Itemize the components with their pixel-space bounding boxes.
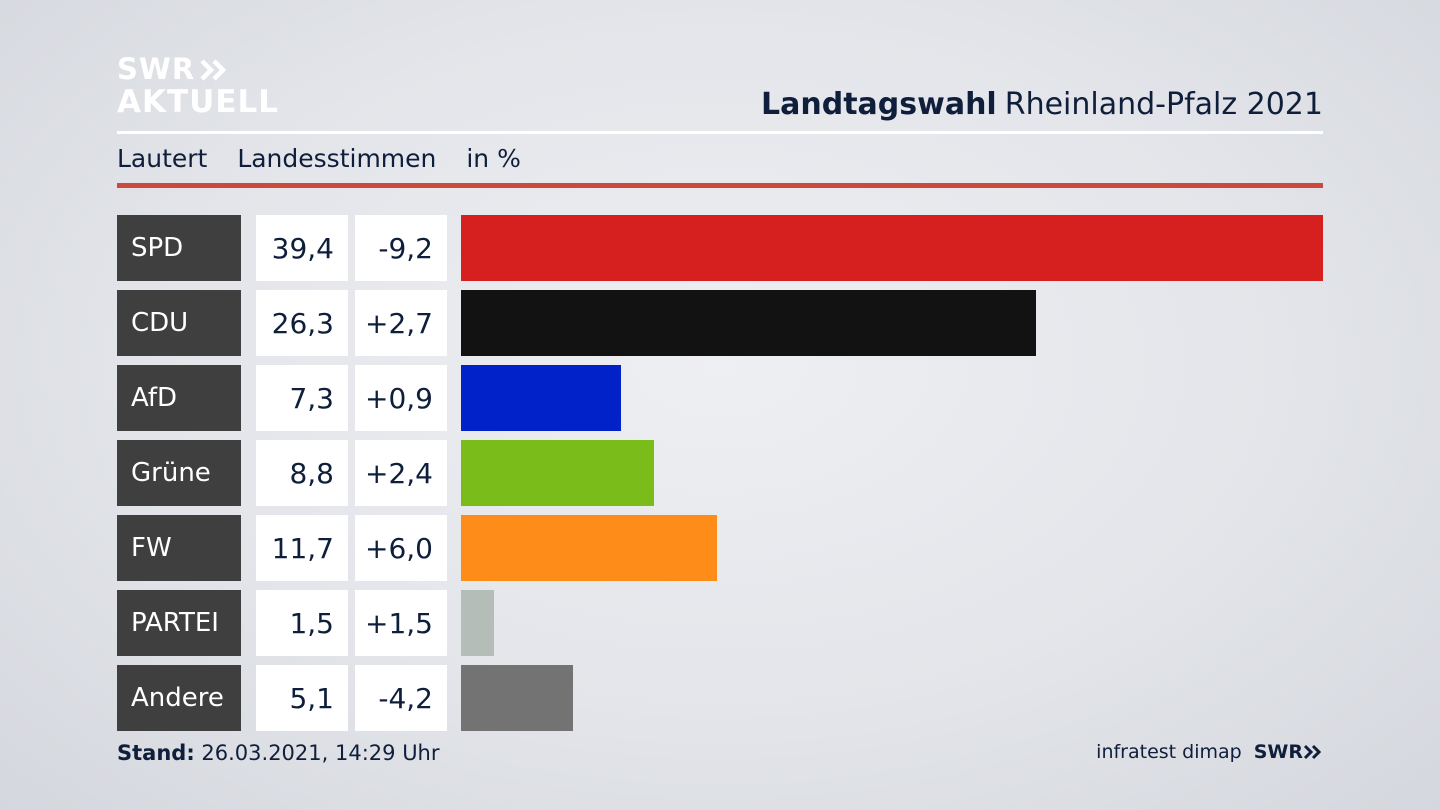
party-label: AfD	[117, 365, 241, 431]
bar	[461, 590, 494, 656]
subheader: Lautert Landesstimmen in %	[117, 144, 543, 173]
bar-track	[461, 215, 1323, 281]
bar	[461, 290, 1036, 356]
change-label: +2,4	[355, 440, 447, 506]
chart-row: AfD 7,3 +0,9	[117, 365, 1323, 431]
change-label: +0,9	[355, 365, 447, 431]
chart-row: FW 11,7 +6,0	[117, 515, 1323, 581]
bar-track	[461, 665, 1323, 731]
bar	[461, 515, 717, 581]
bar	[461, 215, 1323, 281]
vote-share-label: 26,3	[256, 290, 348, 356]
accent-divider	[117, 183, 1323, 188]
change-label: -4,2	[355, 665, 447, 731]
change-label: +1,5	[355, 590, 447, 656]
stand-label: Stand:	[117, 741, 195, 765]
logo-swr-text: SWR	[117, 52, 196, 86]
vote-type-label: Landesstimmen	[237, 144, 437, 173]
party-label: FW	[117, 515, 241, 581]
source-label: infratest dimap	[1096, 741, 1242, 763]
vote-share-label: 11,7	[256, 515, 348, 581]
unit-label: in %	[466, 144, 521, 173]
bar	[461, 440, 654, 506]
footer-swr-logo: SWR	[1254, 741, 1323, 763]
chart-row: SPD 39,4 -9,2	[117, 215, 1323, 281]
double-chevron-icon	[200, 58, 227, 81]
swr-aktuell-logo: SWR AKTUELL	[117, 55, 279, 118]
title-bold: Landtagswahl	[761, 87, 997, 122]
footer-swr-text: SWR	[1253, 741, 1303, 763]
vote-share-label: 5,1	[256, 665, 348, 731]
stand-value: 26.03.2021, 14:29 Uhr	[201, 741, 440, 765]
bar	[461, 365, 621, 431]
change-label: +6,0	[355, 515, 447, 581]
timestamp: Stand: 26.03.2021, 14:29 Uhr	[117, 741, 440, 765]
bar-track	[461, 365, 1323, 431]
party-label: SPD	[117, 215, 241, 281]
logo-aktuell-text: AKTUELL	[117, 84, 280, 120]
party-label: Andere	[117, 665, 241, 731]
double-chevron-icon	[1303, 744, 1322, 760]
chart-row: Grüne 8,8 +2,4	[117, 440, 1323, 506]
chart-row: Andere 5,1 -4,2	[117, 665, 1323, 731]
chart-row: PARTEI 1,5 +1,5	[117, 590, 1323, 656]
region-label: Lautert	[117, 144, 208, 173]
change-label: +2,7	[355, 290, 447, 356]
bar-track	[461, 290, 1323, 356]
source-credit: infratest dimap SWR	[1096, 741, 1323, 763]
party-label: PARTEI	[117, 590, 241, 656]
chart-row: CDU 26,3 +2,7	[117, 290, 1323, 356]
vote-share-label: 8,8	[256, 440, 348, 506]
page-title: Landtagswahl Rheinland-Pfalz 2021	[761, 87, 1323, 122]
vote-share-label: 39,4	[256, 215, 348, 281]
bar	[461, 665, 573, 731]
vote-share-label: 1,5	[256, 590, 348, 656]
bar-track	[461, 440, 1323, 506]
change-label: -9,2	[355, 215, 447, 281]
vote-share-label: 7,3	[256, 365, 348, 431]
party-label: CDU	[117, 290, 241, 356]
party-label: Grüne	[117, 440, 241, 506]
title-rest: Rheinland-Pfalz 2021	[1004, 87, 1323, 122]
bar-track	[461, 515, 1323, 581]
bar-track	[461, 590, 1323, 656]
header-divider	[117, 131, 1323, 134]
